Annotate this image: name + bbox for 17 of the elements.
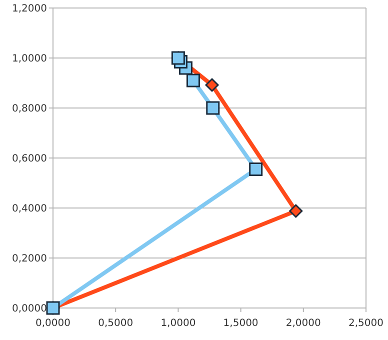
x-tick-label: 1,0000 xyxy=(160,318,196,329)
y-tick-label: 0,8000 xyxy=(12,104,47,114)
x-tick-label: 2,5000 xyxy=(348,318,384,329)
x-tick-label: 0,0000 xyxy=(36,318,70,329)
point xyxy=(249,162,263,176)
y-tick-label: 0,6000 xyxy=(12,154,47,164)
y-tick-label: 1,2000 xyxy=(12,4,47,14)
point xyxy=(205,78,219,92)
x-tick-label: 1,5000 xyxy=(223,318,258,329)
x-tick-label: 0,5000 xyxy=(98,318,134,329)
y-tick-label: 1,0000 xyxy=(12,54,47,64)
y-tick-label: 0,4000 xyxy=(12,204,47,214)
point xyxy=(186,74,200,88)
point xyxy=(206,101,220,115)
point xyxy=(289,204,303,218)
y-tick-label: 0,2000 xyxy=(12,254,47,264)
x-tick-label: 2,0000 xyxy=(286,318,321,329)
